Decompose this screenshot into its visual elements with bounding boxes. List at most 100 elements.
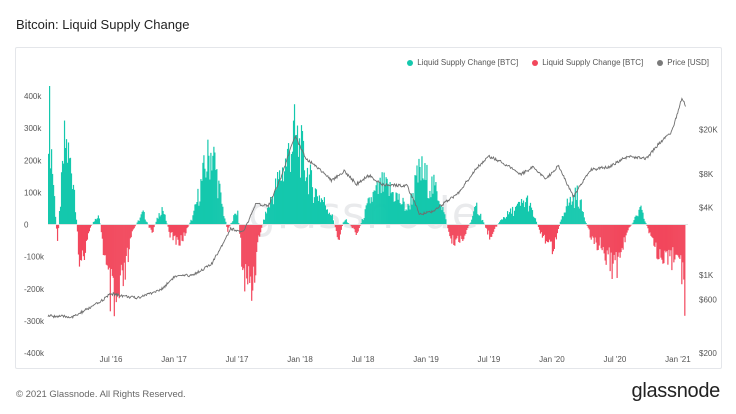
supply-bar bbox=[194, 204, 196, 225]
supply-bar bbox=[493, 224, 495, 232]
supply-bar bbox=[199, 201, 201, 225]
legend-item-negative[interactable]: Liquid Supply Change [BTC] bbox=[532, 58, 643, 67]
supply-bar bbox=[427, 198, 429, 225]
supply-bar bbox=[217, 198, 219, 225]
supply-bar bbox=[466, 224, 468, 230]
legend-label-price: Price [USD] bbox=[667, 58, 709, 67]
supply-bar bbox=[88, 224, 91, 232]
supply-bar bbox=[266, 213, 268, 225]
legend-item-positive[interactable]: Liquid Supply Change [BTC] bbox=[407, 58, 518, 67]
y-right-tick: $600 bbox=[699, 296, 717, 305]
supply-bar bbox=[429, 190, 431, 225]
supply-bar bbox=[56, 224, 59, 241]
supply-bar bbox=[544, 224, 547, 244]
supply-bar bbox=[282, 181, 285, 225]
supply-bar bbox=[664, 224, 666, 251]
supply-bar bbox=[471, 219, 473, 225]
supply-bar bbox=[444, 214, 446, 225]
supply-bar bbox=[176, 224, 178, 238]
supply-bar bbox=[139, 217, 141, 225]
supply-bar bbox=[380, 193, 382, 225]
supply-bar bbox=[570, 204, 572, 225]
supply-bar bbox=[146, 222, 148, 225]
supply-bar bbox=[539, 224, 542, 234]
supply-bar bbox=[547, 224, 550, 243]
supply-bar bbox=[608, 224, 610, 248]
supply-bar bbox=[270, 196, 272, 225]
supply-bar bbox=[513, 210, 516, 225]
supply-bar bbox=[678, 224, 680, 258]
supply-bar bbox=[406, 210, 408, 225]
y-left-tick: -400k bbox=[24, 349, 45, 358]
supply-bar bbox=[195, 204, 197, 225]
supply-bar bbox=[635, 215, 637, 225]
supply-bar bbox=[95, 219, 97, 225]
supply-bar bbox=[105, 224, 107, 265]
supply-bar bbox=[558, 224, 560, 227]
supply-bar bbox=[178, 224, 180, 246]
supply-bar bbox=[53, 196, 56, 225]
supply-bar bbox=[85, 224, 88, 241]
supply-bar bbox=[180, 224, 182, 236]
supply-bar bbox=[224, 218, 226, 225]
supply-bar bbox=[120, 224, 122, 265]
copyright: © 2021 Glassnode. All Rights Reserved. bbox=[16, 389, 186, 400]
supply-bar bbox=[681, 224, 683, 285]
supply-bar bbox=[225, 221, 227, 225]
supply-bar bbox=[205, 177, 207, 225]
supply-bar bbox=[667, 224, 669, 265]
supply-bar bbox=[52, 185, 55, 225]
supply-bar bbox=[272, 196, 274, 225]
supply-bar bbox=[634, 216, 636, 225]
supply-bar bbox=[76, 224, 79, 232]
supply-bar bbox=[613, 224, 615, 255]
supply-bar bbox=[96, 218, 98, 225]
supply-bar bbox=[606, 224, 608, 251]
supply-bar bbox=[491, 224, 493, 237]
supply-bar bbox=[610, 224, 612, 253]
supply-bar bbox=[403, 201, 405, 225]
supply-bar bbox=[49, 168, 52, 225]
supply-bar bbox=[61, 160, 64, 225]
supply-bar bbox=[232, 221, 234, 225]
x-tick: Jul '16 bbox=[100, 355, 123, 364]
supply-bar bbox=[174, 224, 176, 236]
supply-bar bbox=[655, 224, 657, 243]
y-left-tick: -100k bbox=[24, 253, 45, 262]
supply-bar bbox=[614, 224, 616, 261]
supply-bar bbox=[532, 216, 535, 225]
supply-bar bbox=[118, 224, 120, 299]
supply-bar bbox=[285, 166, 288, 225]
supply-bar bbox=[64, 148, 67, 225]
supply-bar bbox=[684, 224, 686, 316]
supply-bar bbox=[102, 224, 104, 256]
supply-bar bbox=[386, 178, 388, 225]
x-axis: Jul '16 Jan '17 Jul '17 Jan '18 Jul '18 Jan '… bbox=[100, 355, 692, 364]
supply-bar bbox=[126, 224, 128, 248]
supply-bar bbox=[246, 224, 248, 279]
supply-bar bbox=[315, 189, 318, 225]
x-tick: Jan '20 bbox=[539, 355, 565, 364]
supply-bar bbox=[297, 156, 300, 225]
supply-bar bbox=[674, 224, 676, 260]
supply-bar bbox=[376, 181, 378, 225]
supply-bar bbox=[71, 189, 74, 225]
supply-bar bbox=[344, 220, 346, 225]
supply-bar bbox=[343, 221, 345, 225]
supply-bar bbox=[92, 222, 94, 225]
supply-bar bbox=[400, 204, 402, 225]
supply-bar bbox=[468, 224, 470, 226]
supply-bar bbox=[113, 224, 115, 317]
legend-item-price[interactable]: Price [USD] bbox=[657, 58, 709, 67]
supply-bar bbox=[508, 212, 511, 225]
supply-bar bbox=[127, 224, 129, 263]
supply-bar bbox=[222, 206, 224, 225]
supply-bar bbox=[265, 211, 267, 225]
supply-bar bbox=[278, 170, 281, 225]
supply-bar bbox=[142, 210, 144, 225]
supply-bar bbox=[671, 224, 673, 271]
supply-bar bbox=[567, 205, 569, 225]
supply-bar bbox=[459, 224, 461, 243]
supply-bar bbox=[392, 192, 394, 225]
supply-bar bbox=[511, 206, 514, 225]
